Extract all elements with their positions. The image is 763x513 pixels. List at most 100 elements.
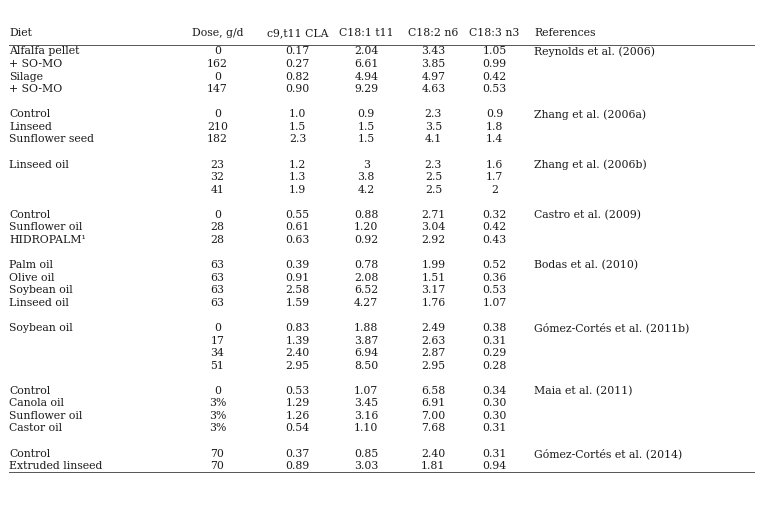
Text: 4.1: 4.1 [425, 134, 442, 144]
Text: 147: 147 [207, 84, 228, 94]
Text: 6.58: 6.58 [421, 386, 446, 396]
Text: 2.58: 2.58 [285, 285, 310, 295]
Text: 2.5: 2.5 [425, 172, 442, 182]
Text: 0.83: 0.83 [285, 323, 310, 333]
Text: 0.31: 0.31 [482, 449, 507, 459]
Text: 0.52: 0.52 [482, 260, 507, 270]
Text: 1.07: 1.07 [354, 386, 378, 396]
Text: Control: Control [9, 386, 50, 396]
Text: 2.40: 2.40 [421, 449, 446, 459]
Text: 1.05: 1.05 [482, 47, 507, 56]
Text: 70: 70 [211, 449, 224, 459]
Text: 28: 28 [211, 235, 224, 245]
Text: 63: 63 [211, 260, 224, 270]
Text: 3.03: 3.03 [354, 461, 378, 471]
Text: 0: 0 [214, 72, 221, 82]
Text: 2.95: 2.95 [421, 361, 446, 370]
Text: 1.81: 1.81 [421, 461, 446, 471]
Text: 2.95: 2.95 [285, 361, 310, 370]
Text: 2.63: 2.63 [421, 336, 446, 345]
Text: Linseed: Linseed [9, 122, 52, 132]
Text: 1.7: 1.7 [486, 172, 503, 182]
Text: 3%: 3% [209, 424, 226, 433]
Text: 0.54: 0.54 [285, 424, 310, 433]
Text: 0.30: 0.30 [482, 411, 507, 421]
Text: 2.87: 2.87 [421, 348, 446, 358]
Text: 0: 0 [214, 386, 221, 396]
Text: 23: 23 [211, 160, 224, 169]
Text: 3.16: 3.16 [354, 411, 378, 421]
Text: 1.39: 1.39 [285, 336, 310, 345]
Text: 6.52: 6.52 [354, 285, 378, 295]
Text: 34: 34 [211, 348, 224, 358]
Text: Gómez-Cortés et al. (2011b): Gómez-Cortés et al. (2011b) [534, 323, 690, 333]
Text: 6.91: 6.91 [421, 399, 446, 408]
Text: Soybean oil: Soybean oil [9, 285, 73, 295]
Text: 0.29: 0.29 [482, 348, 507, 358]
Text: 1.2: 1.2 [289, 160, 306, 169]
Text: Gómez-Cortés et al. (2014): Gómez-Cortés et al. (2014) [534, 448, 682, 459]
Text: 2.3: 2.3 [425, 109, 442, 119]
Text: 4.63: 4.63 [421, 84, 446, 94]
Text: 3.17: 3.17 [421, 285, 446, 295]
Text: 0.99: 0.99 [482, 59, 507, 69]
Text: 1.29: 1.29 [285, 399, 310, 408]
Text: 1.20: 1.20 [354, 223, 378, 232]
Text: 1.88: 1.88 [354, 323, 378, 333]
Text: 0.43: 0.43 [482, 235, 507, 245]
Text: 0: 0 [214, 47, 221, 56]
Text: 0.42: 0.42 [482, 72, 507, 82]
Text: Palm oil: Palm oil [9, 260, 53, 270]
Text: 0.31: 0.31 [482, 424, 507, 433]
Text: 2.5: 2.5 [425, 185, 442, 194]
Text: 0.82: 0.82 [285, 72, 310, 82]
Text: 1.99: 1.99 [421, 260, 446, 270]
Text: Silage: Silage [9, 72, 43, 82]
Text: 0.9: 0.9 [486, 109, 503, 119]
Text: 1.07: 1.07 [482, 298, 507, 308]
Text: 0.53: 0.53 [285, 386, 310, 396]
Text: 0.92: 0.92 [354, 235, 378, 245]
Text: 1.6: 1.6 [486, 160, 503, 169]
Text: 2.04: 2.04 [354, 47, 378, 56]
Text: 0.63: 0.63 [285, 235, 310, 245]
Text: Maia et al. (2011): Maia et al. (2011) [534, 386, 633, 396]
Text: C18:2 n6: C18:2 n6 [408, 28, 459, 38]
Text: 0: 0 [214, 109, 221, 119]
Text: 3.5: 3.5 [425, 122, 442, 132]
Text: 0.32: 0.32 [482, 210, 507, 220]
Text: 1.4: 1.4 [486, 134, 503, 144]
Text: 3.43: 3.43 [421, 47, 446, 56]
Text: 41: 41 [211, 185, 224, 194]
Text: Control: Control [9, 109, 50, 119]
Text: 162: 162 [207, 59, 228, 69]
Text: 2.3: 2.3 [289, 134, 306, 144]
Text: 0.85: 0.85 [354, 449, 378, 459]
Text: 9.29: 9.29 [354, 84, 378, 94]
Text: 0.94: 0.94 [482, 461, 507, 471]
Text: 32: 32 [211, 172, 224, 182]
Text: Sunflower oil: Sunflower oil [9, 223, 82, 232]
Text: c9,t11 CLA: c9,t11 CLA [267, 28, 328, 38]
Text: 3.87: 3.87 [354, 336, 378, 345]
Text: 63: 63 [211, 273, 224, 283]
Text: 1.26: 1.26 [285, 411, 310, 421]
Text: 0: 0 [214, 323, 221, 333]
Text: + SO-MO: + SO-MO [9, 84, 63, 94]
Text: Zhang et al. (2006b): Zhang et al. (2006b) [534, 159, 647, 170]
Text: 2.3: 2.3 [425, 160, 442, 169]
Text: 1.10: 1.10 [354, 424, 378, 433]
Text: 182: 182 [207, 134, 228, 144]
Text: 63: 63 [211, 298, 224, 308]
Text: 1.9: 1.9 [289, 185, 306, 194]
Text: Bodas et al. (2010): Bodas et al. (2010) [534, 260, 638, 270]
Text: 2.71: 2.71 [421, 210, 446, 220]
Text: 0.53: 0.53 [482, 84, 507, 94]
Text: 1.5: 1.5 [358, 134, 375, 144]
Text: 0.78: 0.78 [354, 260, 378, 270]
Text: 0.30: 0.30 [482, 399, 507, 408]
Text: 3.85: 3.85 [421, 59, 446, 69]
Text: 0.31: 0.31 [482, 336, 507, 345]
Text: 8.50: 8.50 [354, 361, 378, 370]
Text: References: References [534, 28, 596, 38]
